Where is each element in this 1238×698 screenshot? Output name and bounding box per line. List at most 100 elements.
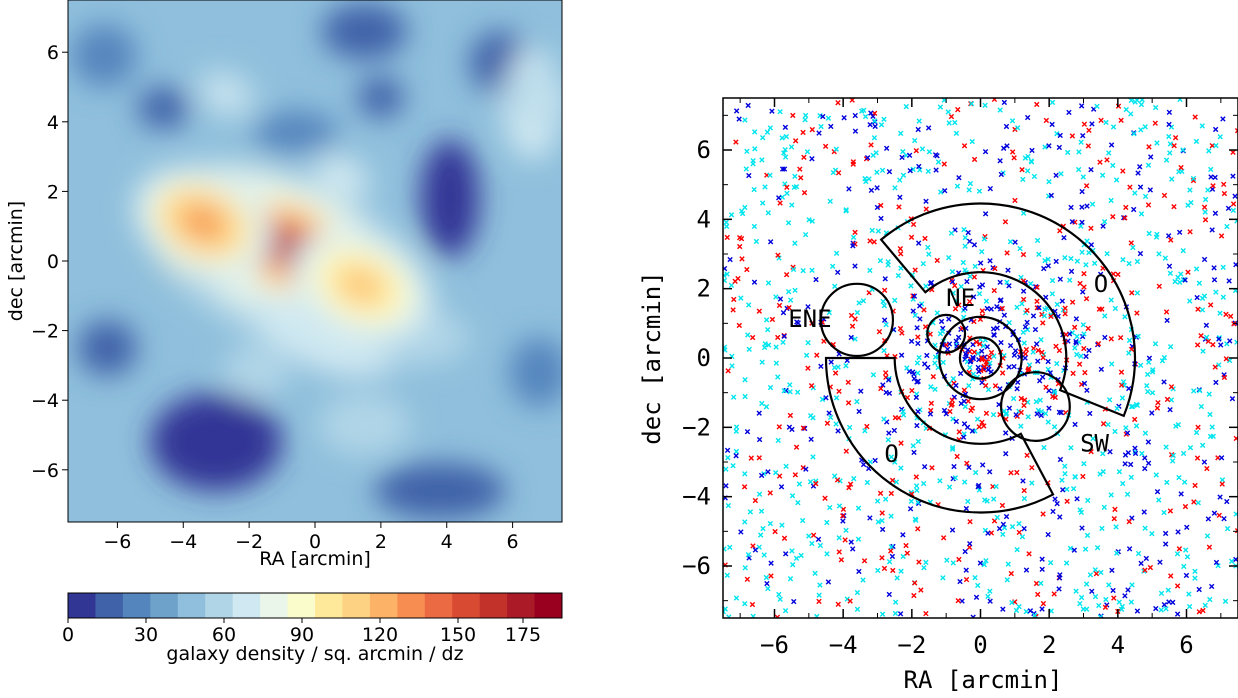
scatter-point bbox=[941, 161, 947, 167]
scatter-point bbox=[976, 482, 982, 489]
scatter-point bbox=[802, 231, 809, 238]
scatter-point bbox=[1126, 546, 1133, 552]
scatter-point bbox=[1161, 192, 1168, 199]
colorbar-cell bbox=[369, 593, 398, 618]
scatter-point bbox=[744, 148, 750, 155]
scatter-point bbox=[964, 460, 970, 466]
scatter-point bbox=[1129, 290, 1135, 296]
scatter-point bbox=[733, 428, 739, 435]
density-ridge bbox=[318, 393, 411, 456]
scatter-point bbox=[990, 496, 997, 502]
scatter-point bbox=[1052, 394, 1058, 401]
low-density-patch bbox=[321, 3, 408, 60]
scatter-point bbox=[997, 107, 1003, 113]
scatter-point bbox=[1172, 278, 1178, 285]
scatter-point bbox=[1158, 607, 1164, 613]
scatter-point bbox=[1089, 121, 1095, 127]
scatter-point bbox=[882, 276, 888, 282]
scatter-point bbox=[915, 526, 921, 532]
scatter-point bbox=[1061, 234, 1067, 241]
scatter-point bbox=[1079, 204, 1085, 210]
scatter-point bbox=[1152, 120, 1158, 126]
scatter-point bbox=[1124, 491, 1131, 498]
scatter-point bbox=[1163, 606, 1169, 612]
scatter-point bbox=[916, 163, 922, 170]
scatter-point bbox=[1034, 298, 1040, 304]
scatter-point bbox=[856, 408, 862, 415]
scatter-point bbox=[1135, 333, 1141, 340]
scatter-point bbox=[753, 238, 760, 245]
scatter-point bbox=[971, 349, 978, 355]
scatter-point bbox=[897, 325, 904, 332]
scatter-point bbox=[1019, 167, 1025, 173]
scatter-point bbox=[945, 109, 951, 115]
scatter-point bbox=[794, 319, 800, 325]
scatter-point bbox=[980, 343, 987, 349]
scatter-point bbox=[782, 551, 789, 557]
scatter-point bbox=[1062, 311, 1068, 317]
scatter-point bbox=[940, 535, 947, 541]
scatter-point bbox=[935, 159, 942, 165]
scatter-point bbox=[1098, 569, 1104, 576]
scatter-point bbox=[875, 567, 881, 574]
scatter-point bbox=[1069, 218, 1076, 225]
scatter-point bbox=[846, 424, 853, 431]
scatter-point bbox=[888, 490, 894, 497]
scatter-point bbox=[961, 226, 967, 233]
scatter-point bbox=[879, 167, 886, 174]
scatter-point bbox=[1114, 405, 1120, 412]
scatter-point bbox=[898, 251, 904, 257]
scatter-point bbox=[1181, 563, 1187, 570]
scatter-point bbox=[1180, 248, 1186, 254]
scatter-point bbox=[1033, 341, 1040, 347]
scatter-point bbox=[737, 243, 743, 250]
scatter-point bbox=[728, 282, 735, 289]
scatter-point bbox=[1067, 277, 1073, 283]
scatter-point bbox=[1098, 366, 1105, 372]
scatter-point bbox=[1204, 465, 1210, 472]
scatter-point bbox=[848, 539, 854, 545]
scatter-point bbox=[1049, 291, 1056, 297]
scatter-point bbox=[987, 185, 994, 192]
scatter-point bbox=[976, 487, 983, 493]
scatter-point bbox=[874, 185, 880, 191]
scatter-point bbox=[1011, 363, 1017, 370]
scatter-point bbox=[915, 126, 921, 133]
scatter-point bbox=[892, 297, 898, 304]
scatter-point bbox=[1168, 397, 1175, 403]
colorbar-tick-label: 90 bbox=[290, 624, 314, 646]
scatter-point bbox=[1094, 544, 1101, 551]
scatter-point bbox=[1202, 209, 1208, 215]
scatter-point bbox=[1043, 384, 1049, 390]
scatter-point bbox=[1218, 342, 1224, 348]
scatter-point bbox=[1020, 329, 1027, 336]
scatter-point bbox=[1230, 173, 1236, 179]
scatter-point bbox=[781, 333, 787, 339]
scatter-point bbox=[859, 108, 865, 114]
scatter-point bbox=[899, 154, 905, 161]
scatter-point bbox=[1041, 313, 1048, 319]
scatter-point bbox=[1206, 544, 1213, 550]
scatter-point bbox=[991, 98, 998, 103]
scatter-point bbox=[784, 184, 790, 190]
scatter-point bbox=[971, 318, 977, 325]
scatter-point bbox=[911, 592, 917, 599]
scatter-point bbox=[1054, 500, 1060, 507]
scatter-point bbox=[769, 108, 775, 114]
scatter-point bbox=[1164, 317, 1170, 324]
scatter-point bbox=[776, 591, 782, 598]
scatter-point bbox=[1126, 337, 1133, 344]
scatter-point bbox=[1079, 188, 1085, 195]
scatter-point bbox=[950, 560, 956, 566]
scatter-point bbox=[889, 477, 896, 483]
scatter-point bbox=[761, 552, 767, 558]
scatter-point bbox=[1167, 508, 1174, 514]
scatter-point bbox=[892, 610, 899, 617]
scatter-point bbox=[869, 227, 875, 234]
scatter-point bbox=[1174, 583, 1181, 589]
scatter-point bbox=[925, 244, 931, 251]
scatter-point bbox=[919, 146, 926, 152]
scatter-point bbox=[1040, 320, 1046, 326]
scatter-point bbox=[962, 305, 968, 312]
scatter-point bbox=[1133, 423, 1140, 429]
